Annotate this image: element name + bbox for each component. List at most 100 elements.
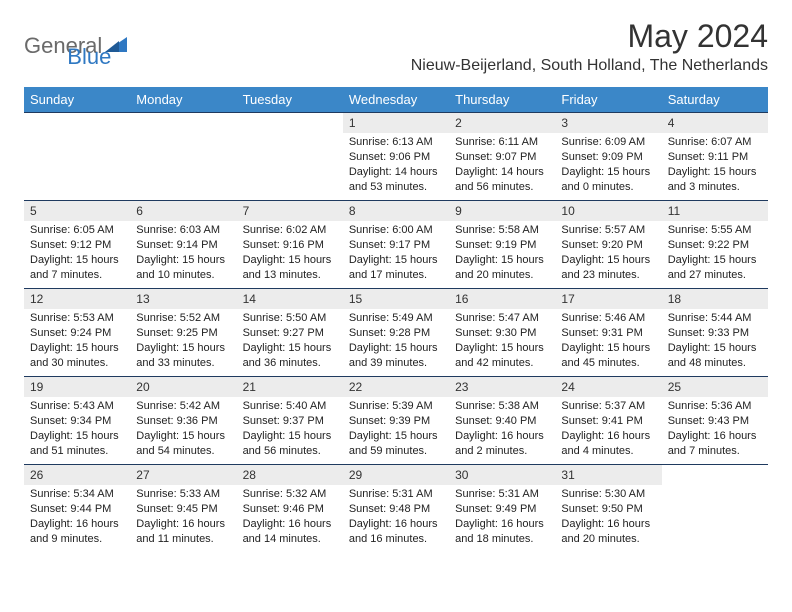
day-details: Sunrise: 6:13 AMSunset: 9:06 PMDaylight:… — [343, 133, 449, 198]
weekday-header: Tuesday — [237, 87, 343, 113]
day-details: Sunrise: 6:11 AMSunset: 9:07 PMDaylight:… — [449, 133, 555, 198]
calendar-cell: 31Sunrise: 5:30 AMSunset: 9:50 PMDayligh… — [555, 465, 661, 553]
calendar-cell: 29Sunrise: 5:31 AMSunset: 9:48 PMDayligh… — [343, 465, 449, 553]
day-number: 19 — [24, 377, 130, 397]
day-number: 7 — [237, 201, 343, 221]
day-details: Sunrise: 5:42 AMSunset: 9:36 PMDaylight:… — [130, 397, 236, 462]
calendar-cell: 6Sunrise: 6:03 AMSunset: 9:14 PMDaylight… — [130, 201, 236, 289]
weekday-header: Sunday — [24, 87, 130, 113]
calendar-cell — [662, 465, 768, 553]
day-details: Sunrise: 6:07 AMSunset: 9:11 PMDaylight:… — [662, 133, 768, 198]
day-number: 16 — [449, 289, 555, 309]
weekday-header: Monday — [130, 87, 236, 113]
day-details: Sunrise: 5:57 AMSunset: 9:20 PMDaylight:… — [555, 221, 661, 286]
calendar-cell: 4Sunrise: 6:07 AMSunset: 9:11 PMDaylight… — [662, 113, 768, 201]
calendar-cell: 18Sunrise: 5:44 AMSunset: 9:33 PMDayligh… — [662, 289, 768, 377]
day-number: 22 — [343, 377, 449, 397]
day-number: 15 — [343, 289, 449, 309]
day-number: 31 — [555, 465, 661, 485]
day-number: 25 — [662, 377, 768, 397]
day-number: 2 — [449, 113, 555, 133]
day-number: 20 — [130, 377, 236, 397]
calendar-cell: 10Sunrise: 5:57 AMSunset: 9:20 PMDayligh… — [555, 201, 661, 289]
day-number: 26 — [24, 465, 130, 485]
day-number: 14 — [237, 289, 343, 309]
calendar-cell: 17Sunrise: 5:46 AMSunset: 9:31 PMDayligh… — [555, 289, 661, 377]
day-number: 3 — [555, 113, 661, 133]
calendar-cell: 28Sunrise: 5:32 AMSunset: 9:46 PMDayligh… — [237, 465, 343, 553]
calendar-cell: 14Sunrise: 5:50 AMSunset: 9:27 PMDayligh… — [237, 289, 343, 377]
logo: General Blue — [24, 22, 111, 70]
calendar-cell: 22Sunrise: 5:39 AMSunset: 9:39 PMDayligh… — [343, 377, 449, 465]
calendar-cell: 12Sunrise: 5:53 AMSunset: 9:24 PMDayligh… — [24, 289, 130, 377]
weekday-header: Wednesday — [343, 87, 449, 113]
weekday-header: Saturday — [662, 87, 768, 113]
day-number: 27 — [130, 465, 236, 485]
day-number: 10 — [555, 201, 661, 221]
calendar-cell: 5Sunrise: 6:05 AMSunset: 9:12 PMDaylight… — [24, 201, 130, 289]
day-details: Sunrise: 5:47 AMSunset: 9:30 PMDaylight:… — [449, 309, 555, 374]
day-number: 6 — [130, 201, 236, 221]
day-number: 12 — [24, 289, 130, 309]
day-details: Sunrise: 5:33 AMSunset: 9:45 PMDaylight:… — [130, 485, 236, 550]
day-number: 11 — [662, 201, 768, 221]
calendar-cell: 27Sunrise: 5:33 AMSunset: 9:45 PMDayligh… — [130, 465, 236, 553]
day-number: 13 — [130, 289, 236, 309]
location: Nieuw-Beijerland, South Holland, The Net… — [411, 57, 768, 75]
day-number: 4 — [662, 113, 768, 133]
day-details: Sunrise: 6:03 AMSunset: 9:14 PMDaylight:… — [130, 221, 236, 286]
day-number: 17 — [555, 289, 661, 309]
logo-text-blue: Blue — [67, 44, 111, 70]
calendar-cell: 13Sunrise: 5:52 AMSunset: 9:25 PMDayligh… — [130, 289, 236, 377]
day-number: 21 — [237, 377, 343, 397]
calendar-cell: 30Sunrise: 5:31 AMSunset: 9:49 PMDayligh… — [449, 465, 555, 553]
day-details: Sunrise: 5:40 AMSunset: 9:37 PMDaylight:… — [237, 397, 343, 462]
calendar-cell: 26Sunrise: 5:34 AMSunset: 9:44 PMDayligh… — [24, 465, 130, 553]
day-number: 29 — [343, 465, 449, 485]
day-details: Sunrise: 5:34 AMSunset: 9:44 PMDaylight:… — [24, 485, 130, 550]
day-details: Sunrise: 5:50 AMSunset: 9:27 PMDaylight:… — [237, 309, 343, 374]
day-number: 23 — [449, 377, 555, 397]
calendar-cell: 16Sunrise: 5:47 AMSunset: 9:30 PMDayligh… — [449, 289, 555, 377]
day-number: 5 — [24, 201, 130, 221]
day-number: 28 — [237, 465, 343, 485]
day-number: 8 — [343, 201, 449, 221]
calendar-cell: 9Sunrise: 5:58 AMSunset: 9:19 PMDaylight… — [449, 201, 555, 289]
day-details: Sunrise: 5:30 AMSunset: 9:50 PMDaylight:… — [555, 485, 661, 550]
day-number: 24 — [555, 377, 661, 397]
calendar-cell: 21Sunrise: 5:40 AMSunset: 9:37 PMDayligh… — [237, 377, 343, 465]
day-number: 9 — [449, 201, 555, 221]
day-details: Sunrise: 5:58 AMSunset: 9:19 PMDaylight:… — [449, 221, 555, 286]
calendar-cell — [24, 113, 130, 201]
day-details: Sunrise: 5:31 AMSunset: 9:48 PMDaylight:… — [343, 485, 449, 550]
day-details: Sunrise: 6:09 AMSunset: 9:09 PMDaylight:… — [555, 133, 661, 198]
calendar-cell: 19Sunrise: 5:43 AMSunset: 9:34 PMDayligh… — [24, 377, 130, 465]
calendar-table: SundayMondayTuesdayWednesdayThursdayFrid… — [24, 87, 768, 553]
calendar-cell — [130, 113, 236, 201]
day-details: Sunrise: 5:52 AMSunset: 9:25 PMDaylight:… — [130, 309, 236, 374]
month-title: May 2024 — [411, 18, 768, 55]
day-details: Sunrise: 5:39 AMSunset: 9:39 PMDaylight:… — [343, 397, 449, 462]
calendar-cell: 8Sunrise: 6:00 AMSunset: 9:17 PMDaylight… — [343, 201, 449, 289]
day-number: 18 — [662, 289, 768, 309]
day-details: Sunrise: 5:31 AMSunset: 9:49 PMDaylight:… — [449, 485, 555, 550]
day-details: Sunrise: 5:44 AMSunset: 9:33 PMDaylight:… — [662, 309, 768, 374]
day-details: Sunrise: 5:36 AMSunset: 9:43 PMDaylight:… — [662, 397, 768, 462]
day-details: Sunrise: 5:43 AMSunset: 9:34 PMDaylight:… — [24, 397, 130, 462]
weekday-header: Thursday — [449, 87, 555, 113]
day-details: Sunrise: 6:02 AMSunset: 9:16 PMDaylight:… — [237, 221, 343, 286]
calendar-cell: 25Sunrise: 5:36 AMSunset: 9:43 PMDayligh… — [662, 377, 768, 465]
calendar-cell: 15Sunrise: 5:49 AMSunset: 9:28 PMDayligh… — [343, 289, 449, 377]
calendar-cell: 20Sunrise: 5:42 AMSunset: 9:36 PMDayligh… — [130, 377, 236, 465]
day-details: Sunrise: 6:05 AMSunset: 9:12 PMDaylight:… — [24, 221, 130, 286]
calendar-cell: 2Sunrise: 6:11 AMSunset: 9:07 PMDaylight… — [449, 113, 555, 201]
day-details: Sunrise: 5:37 AMSunset: 9:41 PMDaylight:… — [555, 397, 661, 462]
calendar-cell: 24Sunrise: 5:37 AMSunset: 9:41 PMDayligh… — [555, 377, 661, 465]
day-number: 30 — [449, 465, 555, 485]
weekday-header: Friday — [555, 87, 661, 113]
calendar-cell: 1Sunrise: 6:13 AMSunset: 9:06 PMDaylight… — [343, 113, 449, 201]
day-details: Sunrise: 5:55 AMSunset: 9:22 PMDaylight:… — [662, 221, 768, 286]
calendar-cell: 23Sunrise: 5:38 AMSunset: 9:40 PMDayligh… — [449, 377, 555, 465]
calendar-cell: 3Sunrise: 6:09 AMSunset: 9:09 PMDaylight… — [555, 113, 661, 201]
calendar-cell — [237, 113, 343, 201]
